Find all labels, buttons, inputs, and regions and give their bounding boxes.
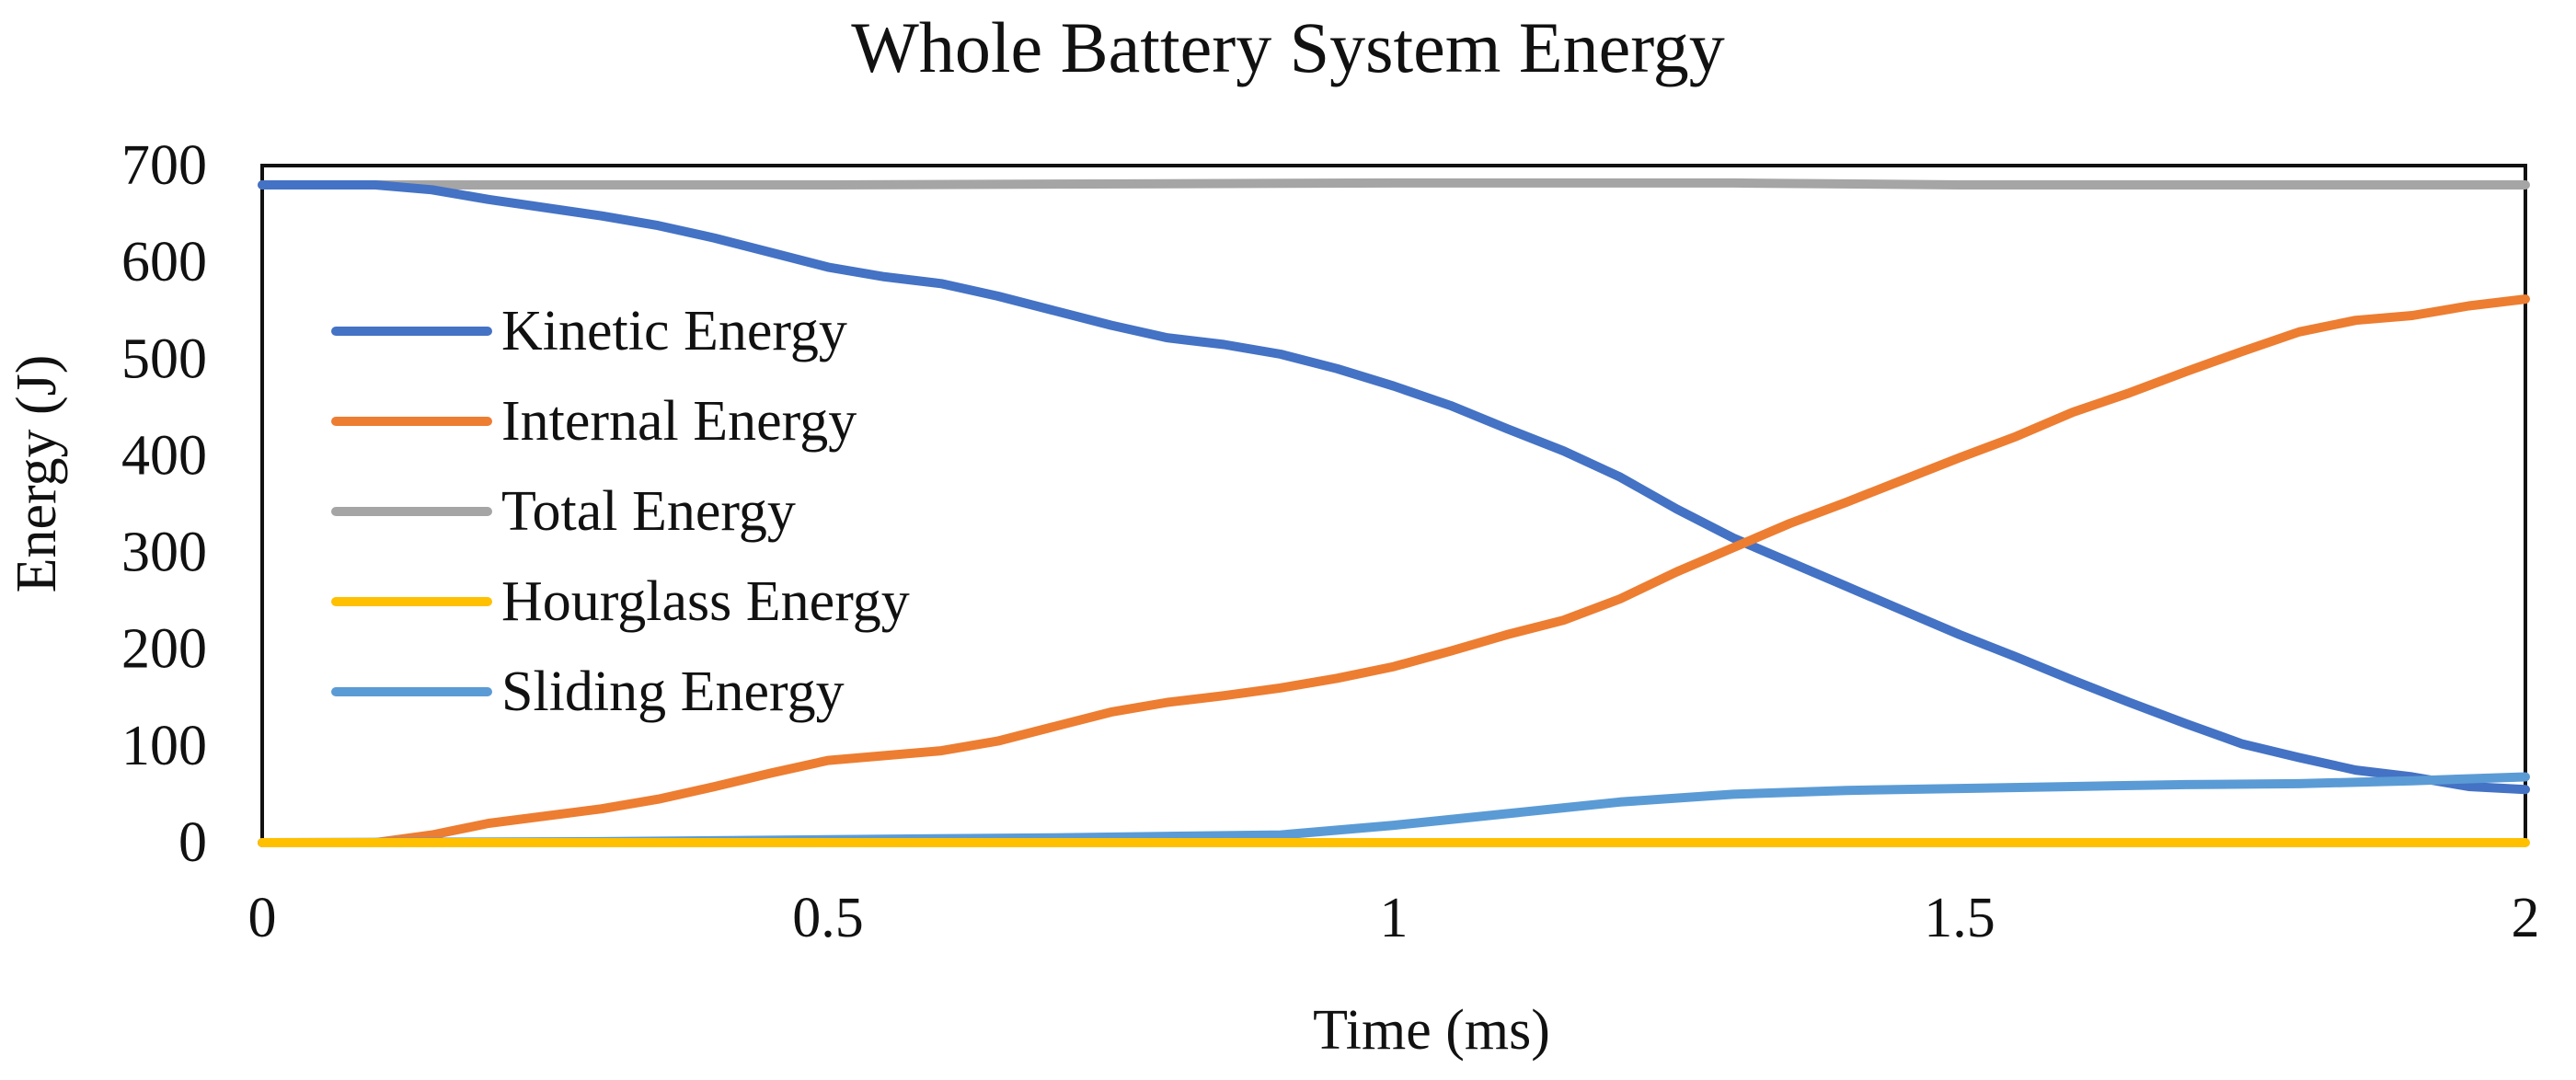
y-axis-title: Energy (J) — [6, 355, 68, 593]
y-tick-label: 600 — [121, 231, 207, 293]
y-tick-labels: 0 100 200 300 400 500 600 700 — [121, 134, 207, 874]
y-tick-label: 300 — [121, 522, 207, 584]
x-tick-label: 2 — [2512, 887, 2540, 949]
y-tick-label: 0 — [178, 811, 207, 874]
legend: Kinetic Energy Internal Energy Total Energ… — [331, 300, 910, 723]
legend-label-kinetic-energy: Kinetic Energy — [501, 300, 847, 362]
y-tick-label: 200 — [121, 618, 207, 681]
x-tick-label: 1.5 — [1924, 887, 1995, 949]
y-tick-label: 400 — [121, 424, 207, 487]
x-axis-title: Time (ms) — [1313, 999, 1550, 1062]
y-tick-label: 700 — [121, 134, 207, 197]
legend-label-internal-energy: Internal Energy — [501, 390, 857, 453]
y-tick-label: 500 — [121, 327, 207, 390]
legend-label-sliding-energy: Sliding Energy — [501, 661, 845, 723]
x-tick-label: 1 — [1380, 887, 1409, 949]
x-tick-label: 0.5 — [792, 887, 864, 949]
series-line-total-energy — [258, 178, 2530, 190]
x-tick-label: 0 — [248, 887, 277, 949]
legend-label-total-energy: Total Energy — [501, 480, 796, 543]
series-line-kinetic-energy — [258, 180, 2530, 795]
x-tick-labels: 0 0.5 1 1.5 2 — [248, 887, 2540, 949]
chart-title: Whole Battery System Energy — [851, 7, 1725, 87]
legend-label-hourglass-energy: Hourglass Energy — [501, 570, 910, 633]
y-tick-label: 100 — [121, 715, 207, 777]
series-line-internal-energy — [258, 294, 2530, 847]
series-lines — [258, 178, 2530, 847]
